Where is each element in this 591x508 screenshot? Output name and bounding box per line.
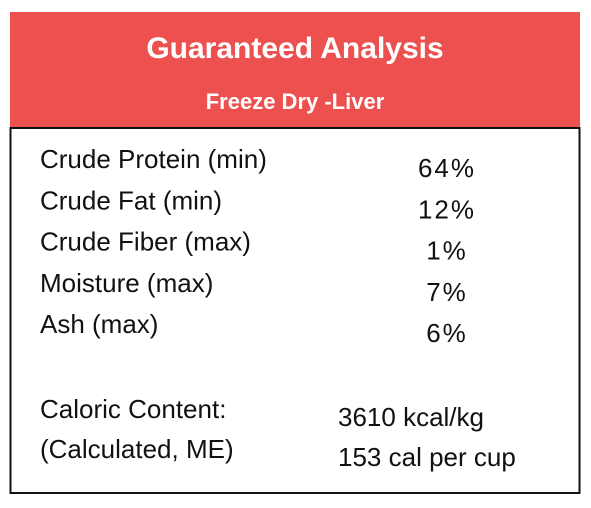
table-box bbox=[9, 127, 581, 494]
row-value: 64% bbox=[418, 153, 476, 183]
calorie-label: (Calculated, ME) bbox=[40, 434, 234, 464]
row-label: Crude Fiber (max) bbox=[40, 227, 251, 257]
rows: Crude Protein (min) 64% Crude Fat (min) 12%… bbox=[40, 144, 476, 348]
calorie-label: Caloric Content: bbox=[40, 394, 226, 424]
header-band bbox=[10, 12, 580, 128]
row-label: Crude Fat (min) bbox=[40, 185, 222, 215]
row-label: Ash (max) bbox=[40, 309, 158, 339]
row-value: 1% bbox=[426, 236, 468, 266]
row-value: 6% bbox=[426, 318, 468, 348]
calories: Caloric Content: (Calculated, ME) 3610 kca… bbox=[40, 394, 516, 472]
row-value: 12% bbox=[418, 194, 476, 224]
row-label: Crude Protein (min) bbox=[40, 144, 267, 174]
subtitle: Freeze Dry -Liver bbox=[206, 89, 385, 114]
calorie-value: 153 cal per cup bbox=[338, 442, 516, 472]
calorie-value: 3610 kcal/kg bbox=[338, 402, 484, 432]
row-label: Moisture (max) bbox=[40, 268, 213, 298]
title: Guaranteed Analysis bbox=[146, 32, 443, 65]
row-value: 7% bbox=[426, 277, 468, 307]
